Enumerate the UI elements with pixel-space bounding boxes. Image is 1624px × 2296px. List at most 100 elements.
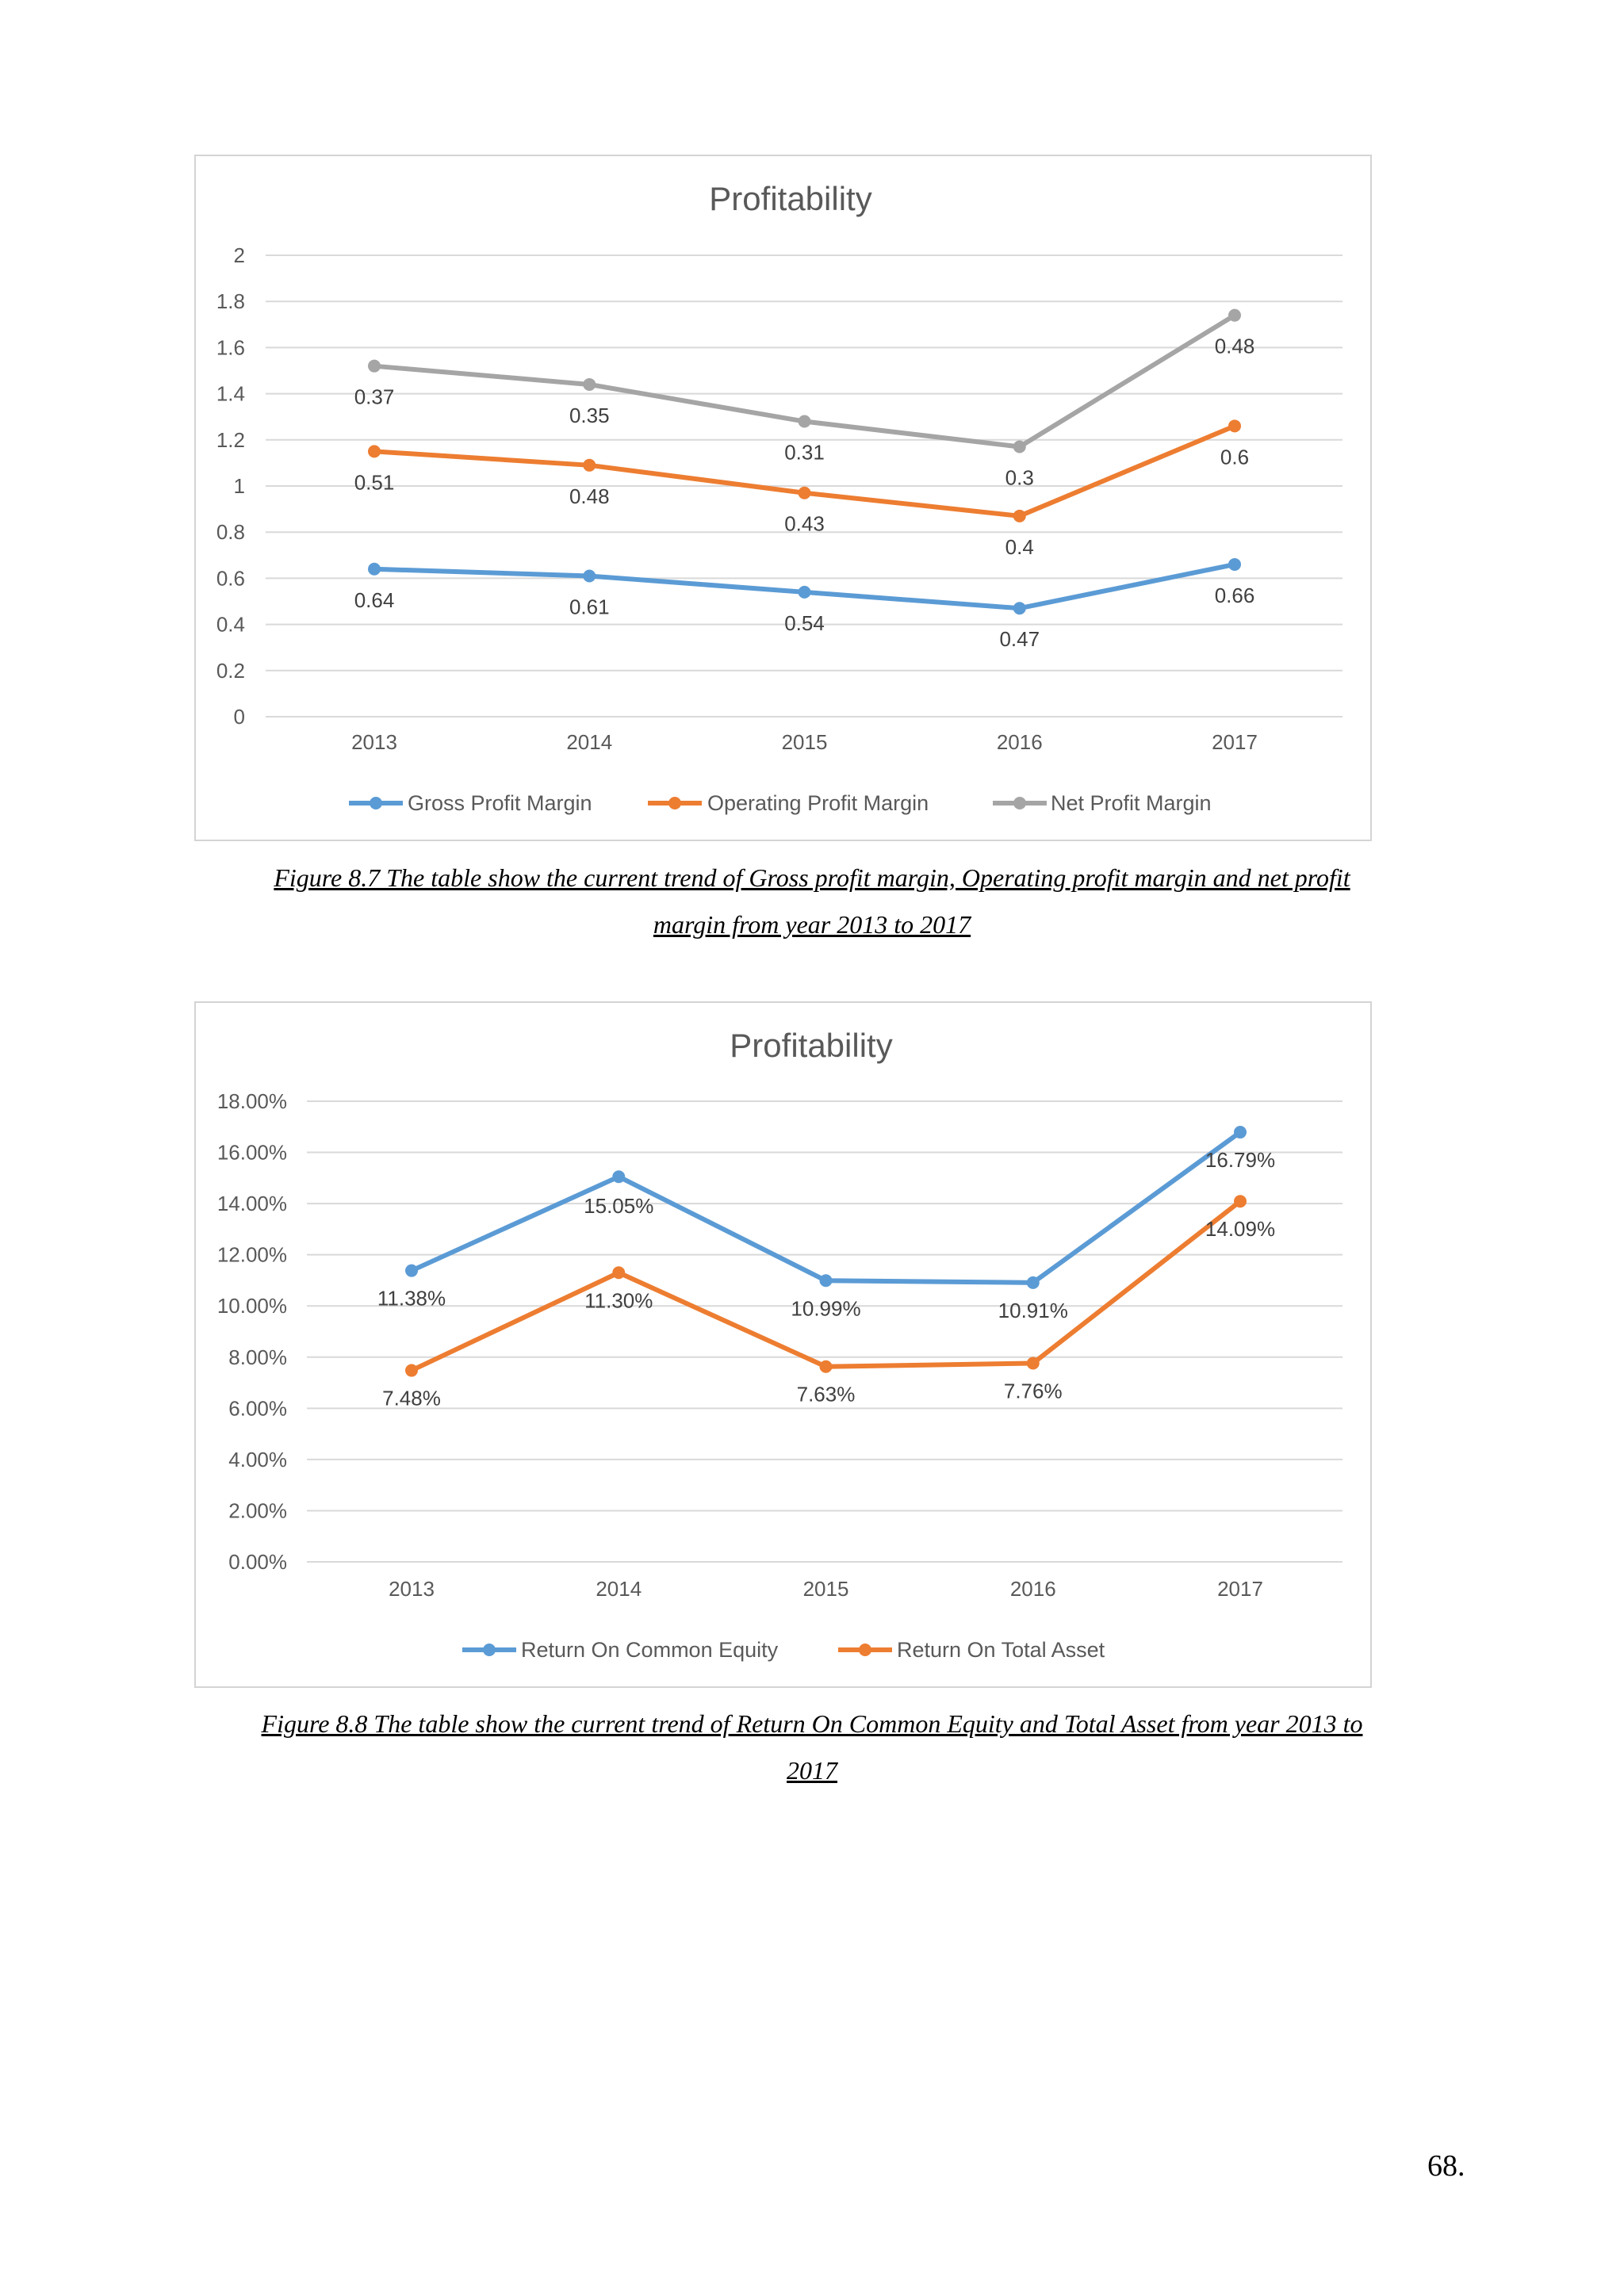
figure-8-8-caption-line1: Figure 8.8 The table show the current tr… bbox=[261, 1709, 1363, 1738]
data-point bbox=[1013, 602, 1026, 615]
data-point bbox=[583, 458, 596, 472]
legend-swatch-marker bbox=[668, 797, 681, 809]
legend-label: Gross Profit Margin bbox=[408, 791, 592, 815]
data-label: 0.66 bbox=[1215, 584, 1255, 607]
y-tick-label: 4.00% bbox=[228, 1448, 287, 1471]
y-tick-label: 0.8 bbox=[216, 520, 245, 544]
data-point bbox=[405, 1264, 418, 1277]
data-point bbox=[583, 569, 596, 583]
data-label: 0.6 bbox=[1220, 445, 1249, 469]
y-tick-label: 10.00% bbox=[217, 1294, 287, 1318]
chart-title: Profitability bbox=[730, 1027, 892, 1064]
data-point bbox=[612, 1170, 626, 1184]
data-label: 15.05% bbox=[584, 1194, 653, 1218]
legend-swatch-marker bbox=[1013, 797, 1026, 809]
data-point bbox=[1234, 1195, 1247, 1208]
data-label: 16.79% bbox=[1205, 1148, 1275, 1172]
data-point bbox=[819, 1360, 833, 1373]
legend-swatch-marker bbox=[370, 797, 382, 809]
y-tick-label: 1.2 bbox=[216, 428, 245, 452]
data-label: 0.31 bbox=[784, 441, 825, 465]
y-tick-label: 0.2 bbox=[216, 659, 245, 683]
figure-8-8-caption-line2: 2017 bbox=[787, 1756, 837, 1785]
data-point bbox=[368, 359, 381, 373]
y-tick-label: 0 bbox=[234, 705, 245, 729]
data-label: 0.37 bbox=[354, 385, 395, 409]
data-label: 0.61 bbox=[569, 595, 610, 618]
profitability-returns-chart-svg: Profitability 0.00% 2.00% 4.00% 6.00% 8.00% 10… bbox=[217, 1027, 1342, 1662]
figure-8-8-caption: Figure 8.8 The table show the current tr… bbox=[174, 1701, 1450, 1794]
data-label: 0.48 bbox=[1215, 335, 1255, 358]
y-tick-label: 1.6 bbox=[216, 335, 245, 359]
data-point bbox=[583, 377, 596, 391]
y-tick-label: 0.4 bbox=[216, 613, 245, 637]
y-tick-label: 2 bbox=[234, 243, 245, 267]
data-point bbox=[1013, 509, 1026, 522]
data-label: 0.3 bbox=[1005, 466, 1034, 490]
legend-label: Return On Total Asset bbox=[897, 1638, 1105, 1662]
profitability-returns-chart: Profitability 0.00% 2.00% 4.00% 6.00% 8.00% 10… bbox=[194, 1001, 1372, 1688]
x-tick-label: 2017 bbox=[1217, 1577, 1263, 1601]
series-line bbox=[409, 1130, 1243, 1285]
data-point bbox=[798, 486, 811, 499]
data-label: 7.48% bbox=[382, 1387, 441, 1410]
data-point bbox=[819, 1274, 833, 1288]
y-tick-label: 18.00% bbox=[217, 1089, 287, 1113]
data-point bbox=[1234, 1126, 1247, 1139]
y-tick-label: 0.6 bbox=[216, 566, 245, 590]
data-label: 0.64 bbox=[354, 588, 395, 612]
legend-swatch-marker bbox=[859, 1644, 871, 1656]
data-point bbox=[405, 1364, 418, 1377]
data-point bbox=[1228, 419, 1241, 433]
legend-swatch-marker bbox=[483, 1644, 496, 1656]
legend-label: Operating Profit Margin bbox=[707, 791, 929, 815]
data-point bbox=[1228, 557, 1241, 571]
y-tick-label: 8.00% bbox=[228, 1345, 287, 1369]
y-tick-label: 1.8 bbox=[216, 289, 245, 313]
x-tick-label: 2014 bbox=[596, 1577, 642, 1601]
page-number: 68. bbox=[1427, 2149, 1465, 2183]
y-tick-label: 14.00% bbox=[217, 1192, 287, 1215]
figure-8-7-caption: Figure 8.7 The table show the current tr… bbox=[174, 855, 1450, 948]
data-label: 0.4 bbox=[1005, 535, 1034, 559]
x-tick-label: 2016 bbox=[1010, 1577, 1056, 1601]
y-tick-label: 1 bbox=[234, 474, 245, 498]
data-label: 0.35 bbox=[569, 404, 610, 427]
data-label: 10.99% bbox=[791, 1296, 860, 1320]
y-tick-label: 12.00% bbox=[217, 1243, 287, 1267]
data-point bbox=[368, 562, 381, 576]
data-label: 0.43 bbox=[784, 512, 825, 536]
figure-8-7-caption-line2: margin from year 2013 to 2017 bbox=[653, 910, 971, 939]
y-tick-label: 6.00% bbox=[228, 1396, 287, 1420]
data-label: 0.54 bbox=[784, 611, 825, 635]
x-tick-label: 2014 bbox=[566, 730, 612, 754]
data-point bbox=[798, 415, 811, 428]
data-point bbox=[368, 445, 381, 458]
profitability-margins-chart: Profitability 0 0.2 0.4 0.6 0.8 1 1.2 1.4 1.6 1.8 2… bbox=[194, 155, 1372, 841]
y-tick-label: 1.4 bbox=[216, 382, 245, 406]
x-tick-label: 2016 bbox=[997, 730, 1043, 754]
legend-label: Return On Common Equity bbox=[521, 1638, 779, 1662]
profitability-margins-chart-svg: Profitability 0 0.2 0.4 0.6 0.8 1 1.2 1.4 1.6 1.8 2… bbox=[216, 180, 1342, 815]
y-tick-label: 16.00% bbox=[217, 1141, 287, 1165]
x-tick-label: 2017 bbox=[1212, 730, 1258, 754]
y-tick-label: 2.00% bbox=[228, 1498, 287, 1522]
data-label: 14.09% bbox=[1205, 1217, 1275, 1241]
y-tick-label: 0.00% bbox=[228, 1550, 287, 1574]
data-label: 11.38% bbox=[377, 1287, 446, 1311]
legend-label: Net Profit Margin bbox=[1051, 791, 1212, 815]
chart-title: Profitability bbox=[709, 180, 871, 217]
figure-8-7-caption-line1: Figure 8.7 The table show the current tr… bbox=[274, 863, 1350, 892]
data-label: 0.47 bbox=[999, 627, 1040, 651]
data-label: 7.63% bbox=[797, 1383, 856, 1406]
data-label: 0.51 bbox=[354, 470, 395, 494]
x-tick-label: 2015 bbox=[803, 1577, 849, 1601]
x-tick-label: 2015 bbox=[782, 730, 828, 754]
data-label: 10.91% bbox=[998, 1299, 1068, 1322]
data-label: 11.30% bbox=[584, 1288, 653, 1312]
data-point bbox=[1013, 440, 1026, 453]
data-point bbox=[798, 585, 811, 599]
data-point bbox=[1026, 1357, 1040, 1370]
data-label: 0.48 bbox=[569, 484, 610, 508]
x-tick-label: 2013 bbox=[351, 730, 397, 754]
